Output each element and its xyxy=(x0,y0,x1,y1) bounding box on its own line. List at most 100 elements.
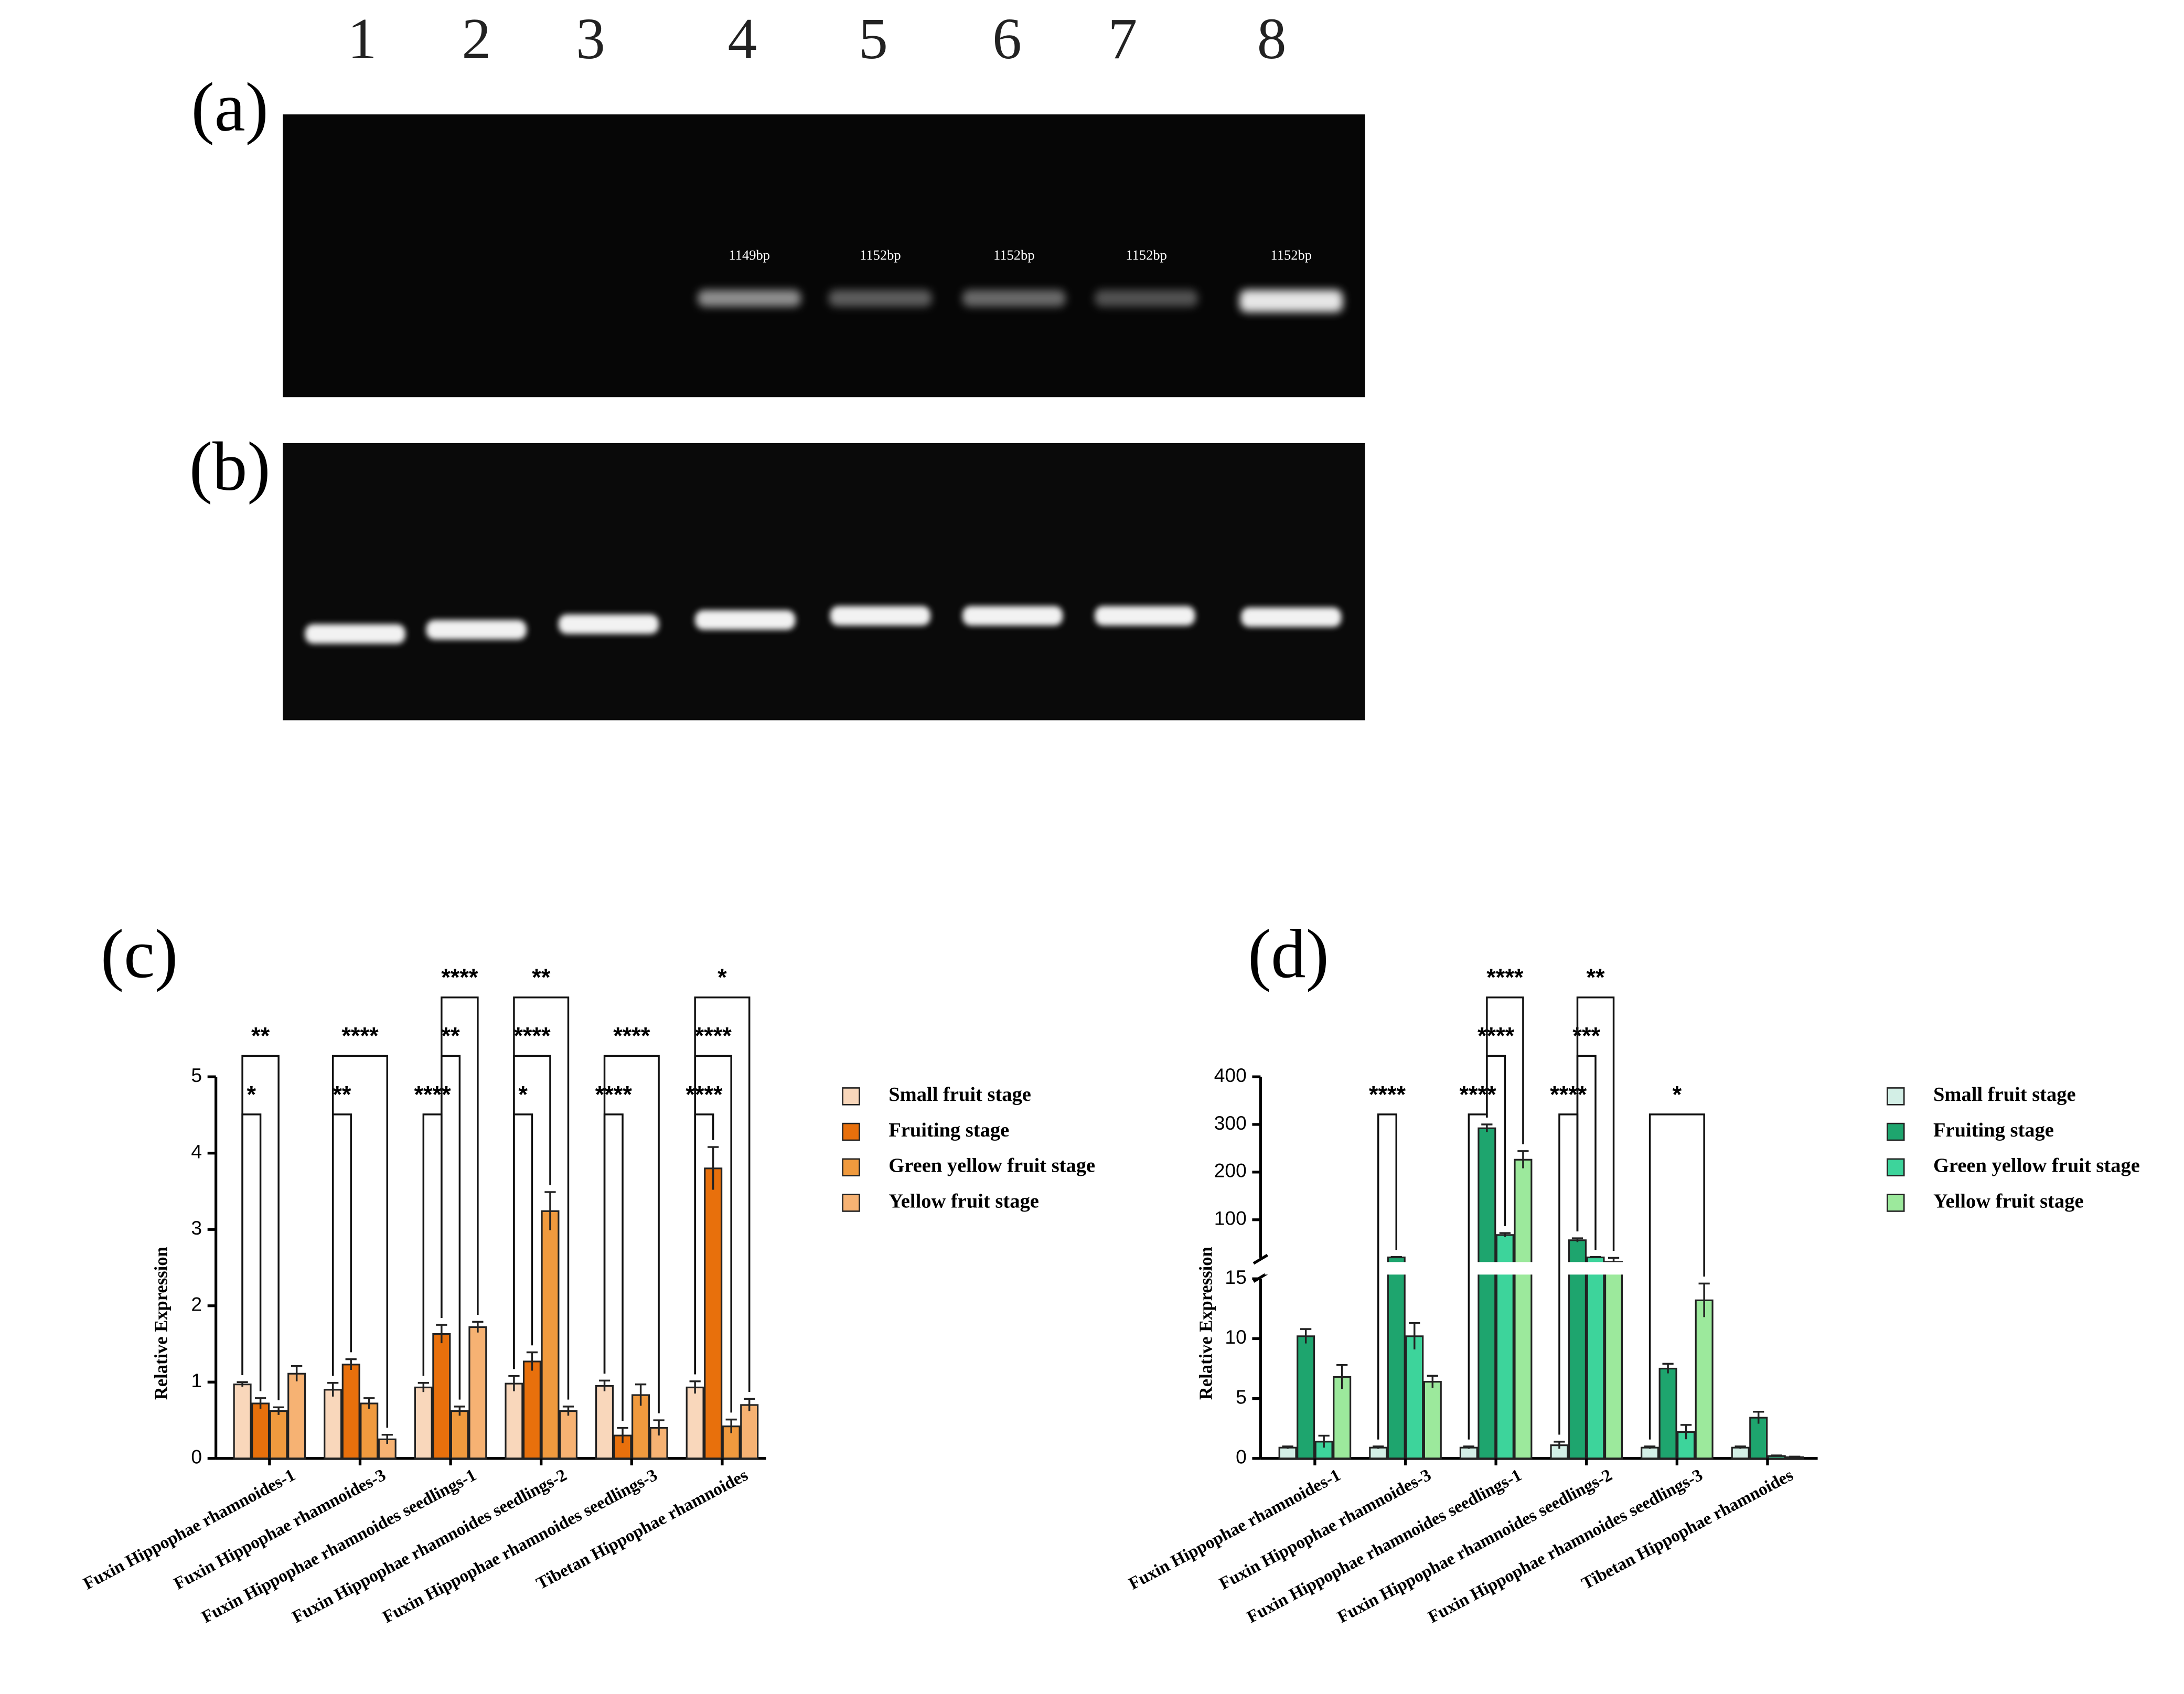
significance-label: * xyxy=(247,1081,256,1108)
significance-label: **** xyxy=(1478,1023,1515,1049)
error-bar xyxy=(345,1358,357,1370)
error-bar xyxy=(1735,1445,1746,1449)
bar xyxy=(1297,1335,1315,1460)
bar xyxy=(1278,1446,1297,1460)
significance-bracket xyxy=(441,996,479,1318)
bar xyxy=(1641,1446,1660,1460)
bar xyxy=(595,1385,614,1460)
significance-label: **** xyxy=(341,1023,379,1049)
error-bar xyxy=(363,1397,375,1409)
bar xyxy=(1604,1261,1623,1460)
bar xyxy=(522,1360,541,1460)
bar xyxy=(1695,1299,1714,1460)
error-bar xyxy=(327,1382,339,1397)
significance-label: **** xyxy=(513,1023,551,1049)
error-bar xyxy=(1644,1445,1656,1449)
legend-label: Small fruit stage xyxy=(888,1084,1031,1106)
lane-label: 5 xyxy=(859,7,888,71)
y-axis-label: Relative Expression xyxy=(152,1247,172,1400)
error-bar xyxy=(254,1397,266,1409)
bar xyxy=(1658,1367,1677,1460)
band-label: 1152bp xyxy=(993,247,1035,263)
bar xyxy=(269,1410,288,1460)
bar xyxy=(1749,1417,1768,1460)
error-bar xyxy=(1517,1150,1529,1168)
error-bar xyxy=(436,1324,447,1344)
band xyxy=(829,290,932,307)
y-tick-label: 100 xyxy=(1214,1207,1247,1229)
error-bar xyxy=(708,1146,719,1190)
bar xyxy=(1514,1159,1533,1460)
error-bar xyxy=(472,1321,484,1333)
significance-bracket xyxy=(1486,996,1524,1144)
band xyxy=(698,290,801,307)
error-bar xyxy=(1590,1256,1601,1258)
legend-swatch xyxy=(1887,1087,1905,1106)
panel-label: (d) xyxy=(1248,915,1329,992)
error-bar xyxy=(1680,1424,1692,1440)
band-label: 1149bp xyxy=(729,247,770,263)
error-bar xyxy=(273,1406,284,1415)
significance-label: ** xyxy=(333,1081,351,1108)
bar xyxy=(1333,1376,1352,1460)
bar xyxy=(468,1326,487,1460)
significance-label: **** xyxy=(695,1023,732,1049)
error-bar xyxy=(237,1381,248,1387)
y-tick-label: 300 xyxy=(1214,1112,1247,1134)
error-bar xyxy=(725,1418,737,1433)
lane-label: 8 xyxy=(1257,7,1287,71)
legend-swatch xyxy=(842,1194,860,1212)
legend-swatch xyxy=(842,1122,860,1141)
significance-label: **** xyxy=(595,1081,633,1108)
error-bar xyxy=(1336,1364,1348,1389)
error-bar xyxy=(1771,1454,1782,1457)
bar xyxy=(505,1382,523,1460)
error-bar xyxy=(1373,1445,1384,1449)
bar xyxy=(1405,1335,1424,1460)
bar xyxy=(1478,1127,1496,1460)
y-tick-label: 15 xyxy=(1225,1266,1246,1288)
break-gap xyxy=(1265,1262,1818,1275)
band xyxy=(1095,606,1195,626)
error-bar xyxy=(1390,1256,1402,1258)
significance-label: **** xyxy=(1369,1081,1406,1108)
significance-label: * xyxy=(718,964,727,991)
legend-label: Green yellow fruit stage xyxy=(888,1155,1095,1177)
significance-bracket xyxy=(1377,1113,1397,1440)
lane-label: 1 xyxy=(348,7,377,71)
significance-bracket xyxy=(694,996,751,1392)
error-bar xyxy=(1463,1445,1474,1449)
y-tick-label: 5 xyxy=(191,1064,202,1086)
bar xyxy=(450,1410,469,1460)
band xyxy=(695,610,796,630)
gel-b xyxy=(283,443,1365,721)
lane-label: 2 xyxy=(462,7,491,71)
error-bar xyxy=(1571,1237,1583,1242)
error-bar xyxy=(1318,1434,1330,1448)
significance-label: **** xyxy=(1486,964,1524,991)
legend-label: Fruiting stage xyxy=(888,1119,1009,1141)
error-bar xyxy=(1282,1445,1293,1449)
significance-bracket xyxy=(513,1113,533,1369)
panel-label: (a) xyxy=(191,69,268,146)
error-bar xyxy=(526,1351,538,1371)
bar xyxy=(559,1410,578,1460)
y-axis-label: Relative Expression xyxy=(1196,1247,1216,1400)
significance-label: ** xyxy=(442,1023,461,1049)
significance-label: **** xyxy=(441,964,478,991)
bar xyxy=(414,1386,433,1460)
error-bar xyxy=(508,1375,520,1391)
error-bar xyxy=(1662,1363,1674,1374)
bar xyxy=(740,1404,759,1460)
legend-swatch xyxy=(1887,1122,1905,1141)
lane-label: 4 xyxy=(728,7,757,71)
y-tick-label: 10 xyxy=(1225,1326,1246,1348)
error-bar xyxy=(1409,1322,1420,1349)
panel-label: (b) xyxy=(189,428,271,505)
legend-label: Green yellow fruit stage xyxy=(1933,1155,2140,1177)
error-bar xyxy=(1427,1375,1438,1388)
bar xyxy=(360,1402,379,1460)
bar xyxy=(1586,1256,1605,1460)
